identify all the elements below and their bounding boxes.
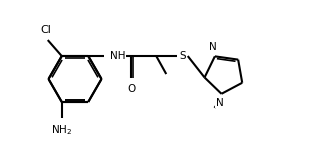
Text: N: N bbox=[209, 42, 217, 52]
Text: N: N bbox=[216, 98, 223, 108]
Text: NH$_2$: NH$_2$ bbox=[51, 123, 72, 137]
Text: NH: NH bbox=[110, 51, 125, 61]
Text: S: S bbox=[179, 51, 186, 61]
Text: O: O bbox=[127, 84, 135, 94]
Text: Cl: Cl bbox=[40, 25, 51, 35]
